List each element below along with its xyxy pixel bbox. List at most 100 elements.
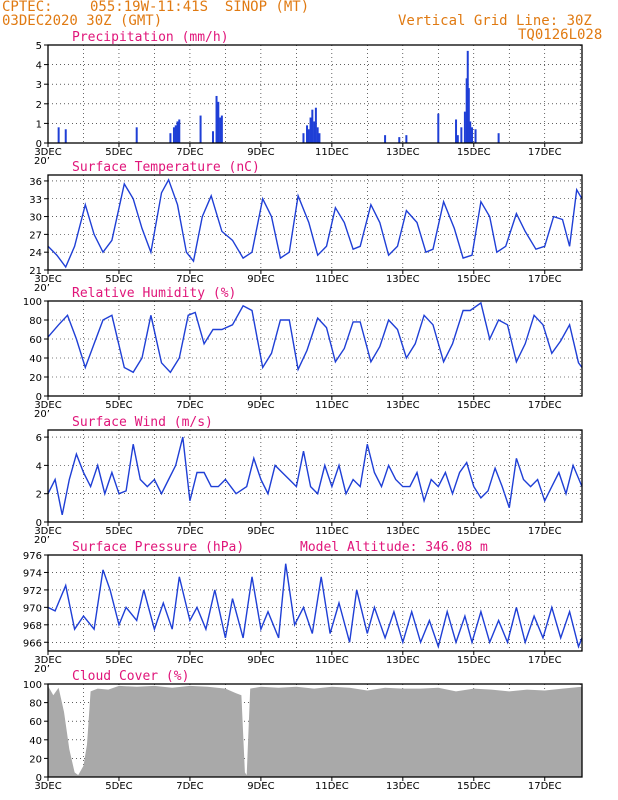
precip-bar (437, 113, 440, 143)
y-tick-label: 30 (29, 213, 42, 224)
x-tick-label: 9DEC (247, 655, 274, 666)
precip-bar (306, 125, 309, 143)
y-tick-label: 4 (36, 461, 42, 472)
x-tick-label: 3DEC (34, 147, 61, 158)
precip-bar (318, 133, 321, 143)
panel-title: Cloud Cover (%) (72, 669, 189, 684)
x-tick-label: 15DEC (457, 655, 491, 666)
panel-title: Precipitation (mm/h) (72, 30, 229, 45)
precip-bar (311, 109, 314, 143)
x-tick-label: 17DEC (528, 147, 562, 158)
x-tick-label: 15DEC (457, 781, 491, 792)
precip-bar (460, 127, 463, 143)
panel-frame (47, 554, 583, 652)
x-tick-label: 7DEC (176, 147, 203, 158)
x-tick-label: 15DEC (457, 147, 491, 158)
x-tick-label: 5DEC (105, 400, 132, 411)
precip-bar (465, 78, 468, 143)
series-line (47, 436, 583, 516)
y-tick-label: 40 (29, 354, 42, 365)
x-tick-label: 9DEC (247, 274, 274, 285)
x-tick-stub: 20’ (34, 664, 50, 675)
x-tick-label: 3DEC (34, 655, 61, 666)
x-tick-label: 3DEC (34, 274, 61, 285)
x-tick-label: 15DEC (457, 274, 491, 285)
x-tick-label: 5DEC (105, 781, 132, 792)
x-tick-label: 5DEC (105, 274, 132, 285)
precip-bar (215, 95, 218, 143)
precip-bar (211, 131, 214, 143)
precip-bar (384, 135, 387, 143)
precip-bar (474, 129, 477, 143)
precip-bar (466, 50, 469, 143)
y-tick-label: 60 (29, 717, 42, 728)
x-tick-stub: 20’ (34, 535, 50, 546)
x-tick-label: 3DEC (34, 400, 61, 411)
header-source: CPTEC: (2, 0, 53, 15)
y-tick-label: 80 (29, 316, 42, 327)
panel-frame (47, 683, 583, 778)
series-line (47, 563, 583, 650)
precip-bar (176, 121, 179, 143)
y-tick-label: 0 (36, 392, 42, 403)
x-tick-label: 17DEC (528, 274, 562, 285)
x-tick-label: 15DEC (457, 400, 491, 411)
precip-bar (405, 135, 408, 143)
x-tick-label: 11DEC (315, 655, 349, 666)
header-location: 055:19W-11:41S SINOP (MT) (90, 0, 310, 15)
y-tick-label: 0 (36, 518, 42, 529)
precip-bar (302, 133, 305, 143)
y-tick-label: 20 (29, 754, 42, 765)
x-tick-label: 11DEC (315, 781, 349, 792)
precip-bar (467, 88, 470, 143)
y-tick-label: 24 (29, 248, 42, 259)
x-tick-label: 13DEC (386, 781, 420, 792)
x-tick-label: 5DEC (105, 147, 132, 158)
precip-bar (469, 121, 472, 143)
y-tick-label: 966 (23, 638, 42, 649)
y-tick-label: 33 (29, 195, 42, 206)
y-tick-label: 5 (36, 41, 42, 52)
x-tick-label: 13DEC (386, 147, 420, 158)
series-line (47, 301, 583, 374)
precip-bar (463, 111, 466, 143)
y-tick-label: 970 (23, 603, 42, 614)
precip-bar (178, 119, 181, 143)
panel-frame (47, 429, 583, 523)
y-tick-label: 2 (36, 490, 42, 501)
x-tick-label: 3DEC (34, 781, 61, 792)
x-tick-label: 9DEC (247, 526, 274, 537)
x-tick-label: 9DEC (247, 147, 274, 158)
x-tick-label: 5DEC (105, 526, 132, 537)
precip-bar (64, 129, 67, 143)
y-tick-label: 3 (36, 80, 42, 91)
precip-bar (217, 101, 220, 143)
y-tick-label: 974 (23, 568, 42, 579)
x-tick-stub: 20’ (34, 409, 50, 420)
x-tick-label: 7DEC (176, 781, 203, 792)
y-tick-label: 80 (29, 699, 42, 710)
y-tick-label: 27 (29, 230, 42, 241)
panel-frame (47, 174, 583, 271)
precip-bar (220, 115, 223, 143)
precip-bar (456, 135, 459, 143)
x-tick-label: 17DEC (528, 655, 562, 666)
precip-bar (172, 127, 175, 143)
x-tick-stub: 20’ (34, 156, 50, 167)
x-tick-label: 11DEC (315, 274, 349, 285)
x-tick-label: 13DEC (386, 655, 420, 666)
x-tick-label: 13DEC (386, 274, 420, 285)
x-tick-label: 17DEC (528, 781, 562, 792)
x-tick-label: 9DEC (247, 781, 274, 792)
y-tick-label: 6 (36, 433, 42, 444)
x-tick-label: 7DEC (176, 655, 203, 666)
precip-bar (57, 127, 60, 143)
y-tick-label: 976 (23, 551, 42, 562)
y-tick-label: 60 (29, 335, 42, 346)
x-tick-label: 3DEC (34, 526, 61, 537)
precip-bar (199, 115, 202, 143)
header-grid-note: Vertical Grid Line: 30Z (398, 13, 592, 29)
panel-title: Surface Temperature (nC) (72, 160, 260, 175)
precip-bar (219, 117, 222, 143)
y-tick-label: 40 (29, 736, 42, 747)
